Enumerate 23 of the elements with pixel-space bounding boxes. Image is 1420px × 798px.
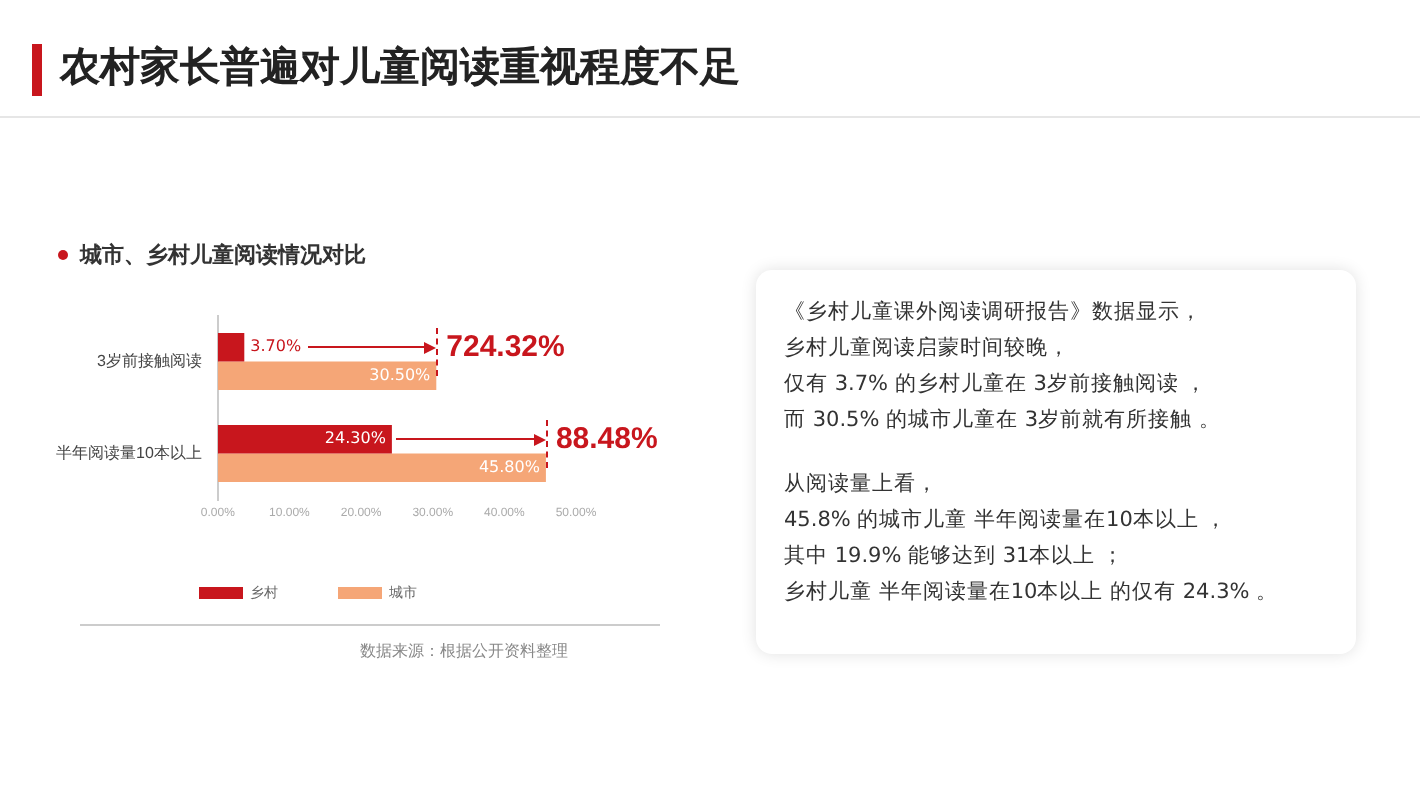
chart-title: 农村家长普遍对儿童阅读重视程度不足 [60,40,740,94]
text: 而 30.5% 的城市儿童在 3岁前就有所接触 。 [784,406,1223,436]
data-label: 3.70% [250,337,302,356]
text: 乡村儿童 半年阅读量在10本以上 的仅有 24.3% 。 [784,578,1281,608]
chart-subtitle: 城市、乡村儿童阅读情况对比 [80,240,366,270]
y-tick-label: 3岁前接触阅读 [96,352,202,371]
data-label: 24.30% [324,429,387,448]
data-label: 30.50% [369,366,432,385]
annotation: 88.48% [555,421,658,456]
y-tick-label: 半年阅读量10本以上 [55,444,202,463]
data-label: 45.80% [478,458,541,477]
text: 仅有 3.7% 的乡村儿童在 3岁前接触阅读 ， [784,370,1210,400]
text: 其中 19.9% 能够达到 31本以上 ； [784,542,1127,572]
text: 《乡村儿童课外阅读调研报告》数据显示， [784,298,1204,328]
bar [217,425,392,454]
text: 从阅读量上看， [784,470,940,500]
source-note: 数据来源：根据公开资料整理 [360,640,568,662]
bar [217,333,245,362]
text: 45.8% 的城市儿童 半年阅读量在10本以上 ， [784,506,1230,536]
bar [217,361,437,391]
annotation: 724.32% [446,329,565,364]
bar [217,453,546,483]
text: 乡村儿童阅读启蒙时间较晚， [784,334,1072,364]
